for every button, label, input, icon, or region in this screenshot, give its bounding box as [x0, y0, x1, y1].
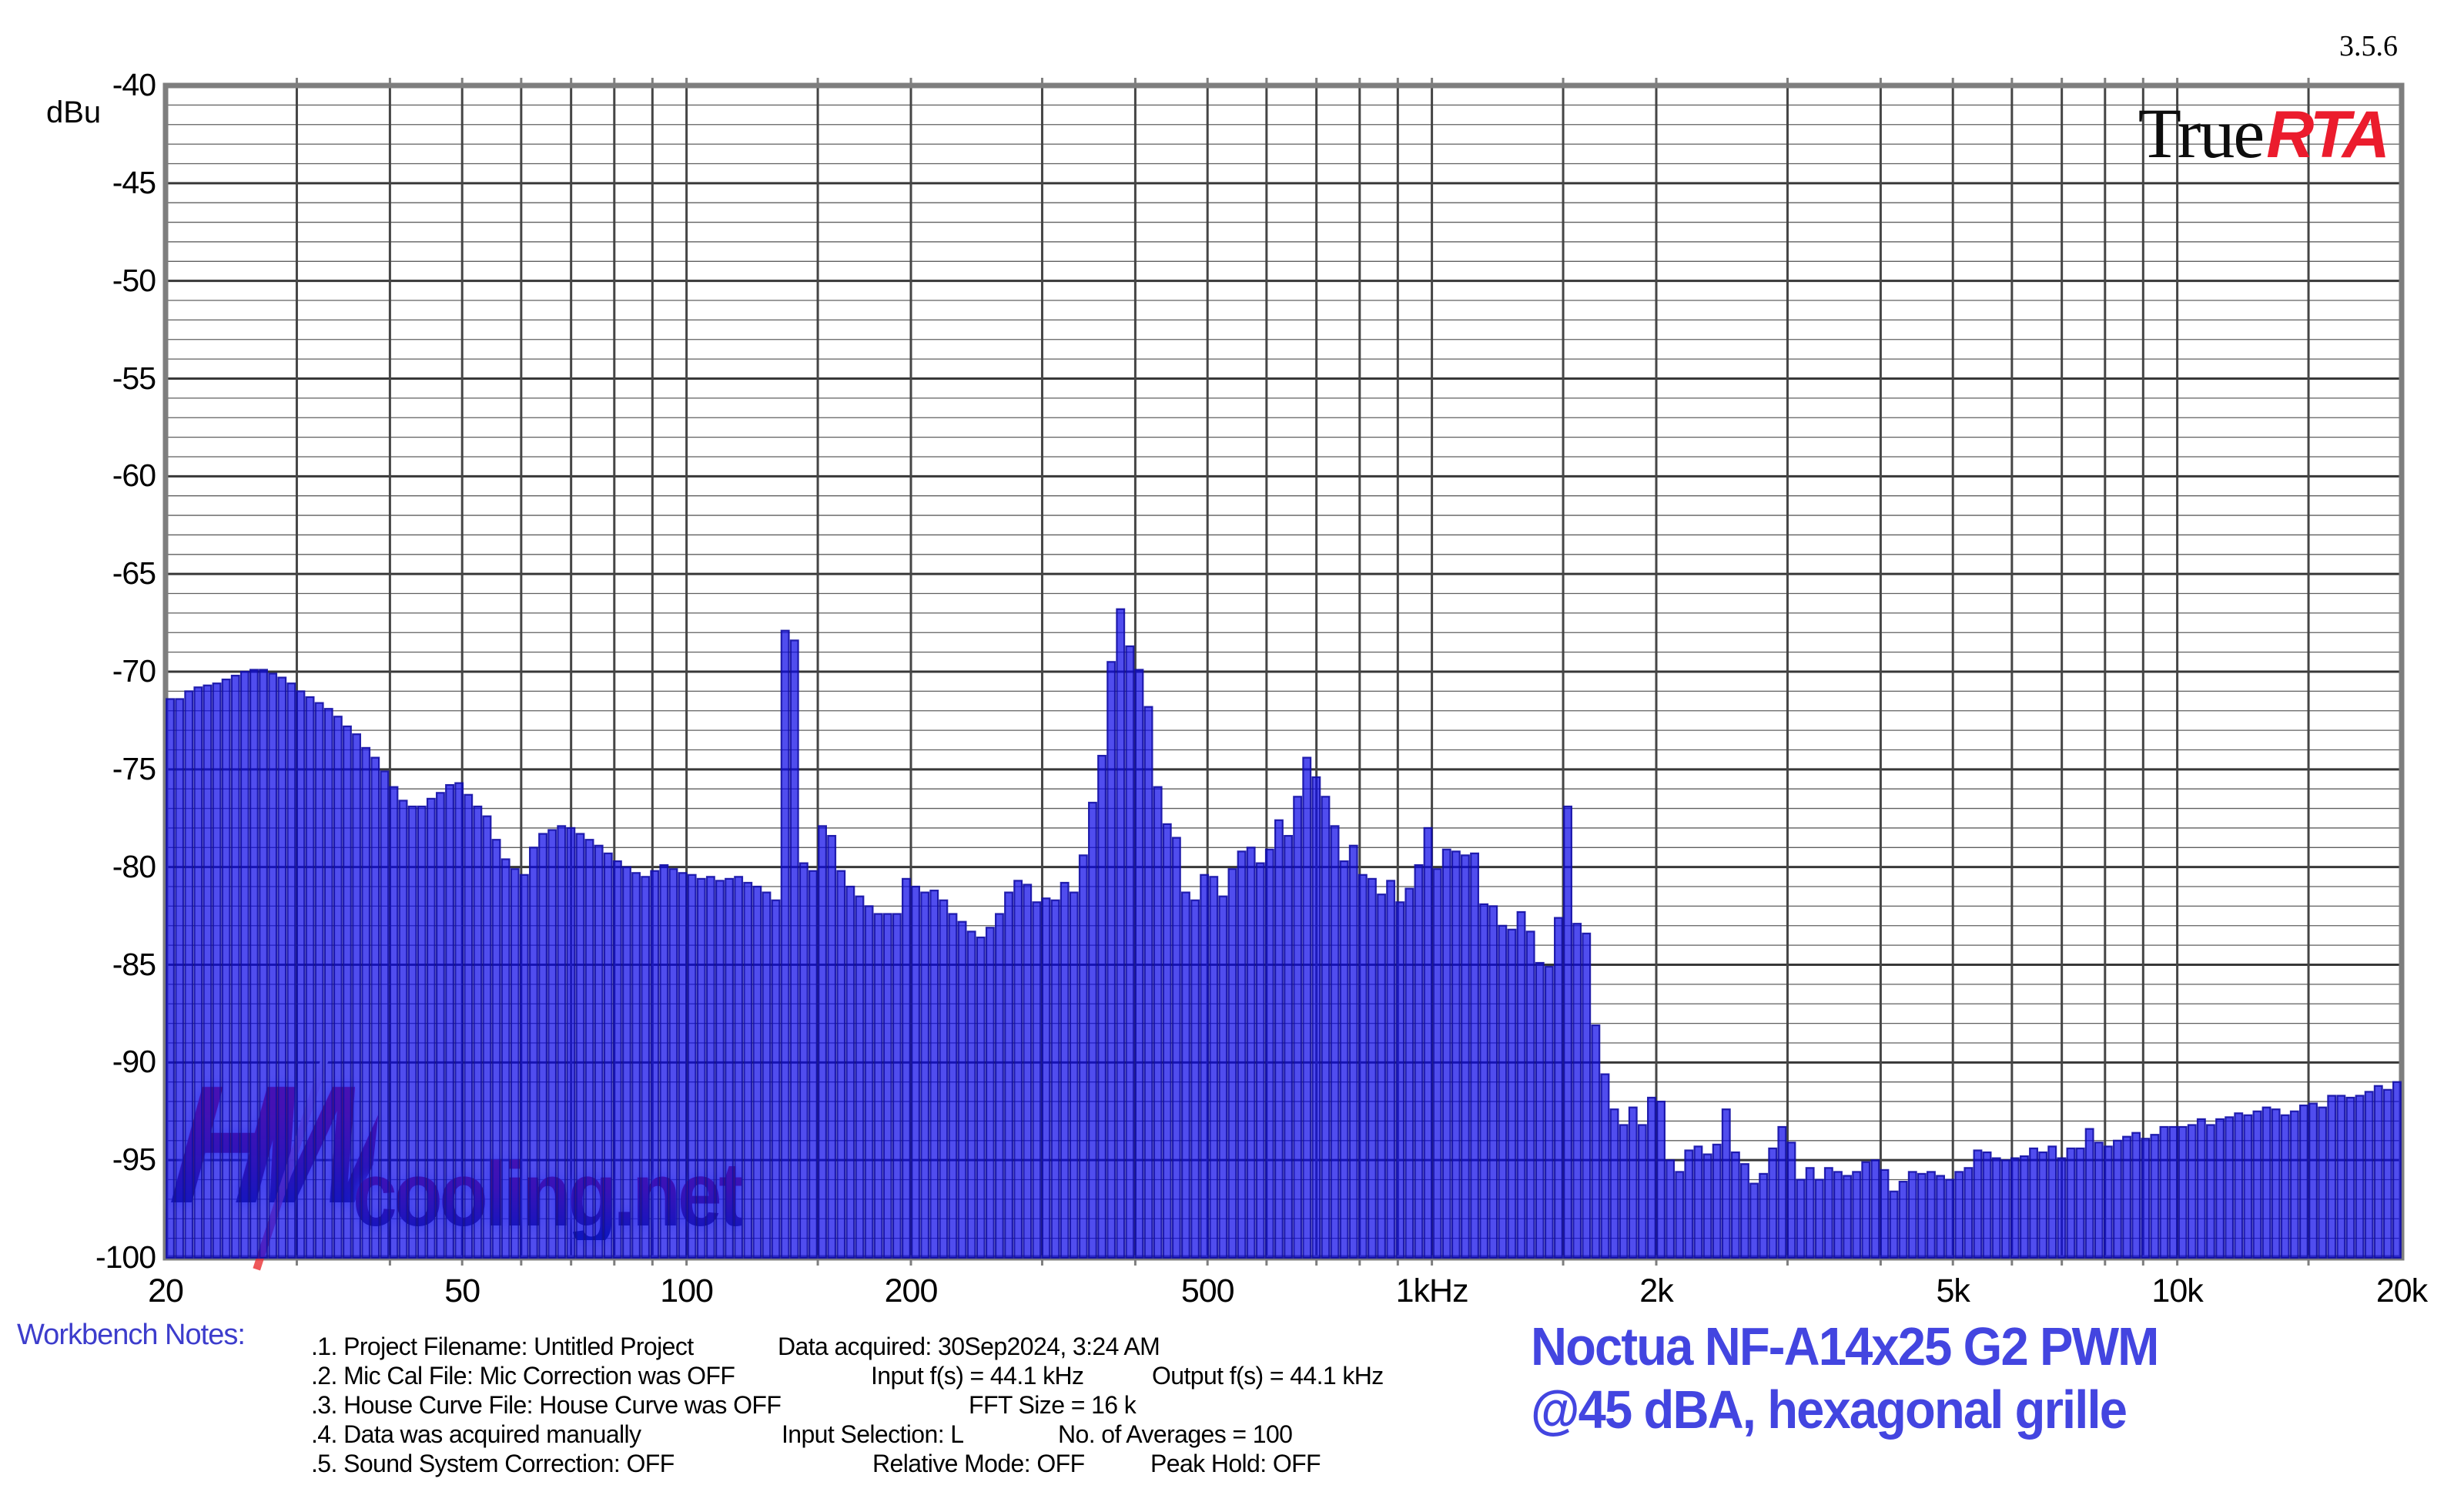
- y-tick-label: -65: [112, 555, 156, 592]
- x-tick-label: 10k: [2151, 1272, 2203, 1309]
- y-tick-label: -55: [112, 360, 156, 396]
- note-line-2c: Output f(s) = 44.1 kHz: [1152, 1362, 1384, 1390]
- x-tick-label: 1kHz: [1395, 1272, 1469, 1309]
- note-line-2a: .2. Mic Cal File: Mic Correction was OFF: [311, 1362, 735, 1390]
- y-tick-label: -60: [112, 458, 156, 494]
- note-line-4b: Input Selection: L: [782, 1420, 964, 1448]
- x-tick-label: 20: [148, 1272, 184, 1309]
- note-line-1b: Data acquired: 30Sep2024, 3:24 AM: [778, 1333, 1160, 1360]
- app-version: 3.5.6: [2339, 30, 2398, 62]
- x-tick-label: 2k: [1639, 1272, 1673, 1309]
- y-tick-label: -75: [112, 750, 156, 786]
- x-tick-label: 200: [884, 1272, 939, 1309]
- note-line-3b: FFT Size = 16 k: [969, 1391, 1137, 1419]
- note-line-2b: Input f(s) = 44.1 kHz: [871, 1362, 1084, 1390]
- y-tick-label: -50: [112, 262, 156, 298]
- x-tick-label: 50: [444, 1272, 480, 1309]
- x-tick-label: 5k: [1936, 1272, 1970, 1309]
- hwcooling-wordmark: cooling.net: [353, 1144, 745, 1246]
- y-tick-label: -85: [112, 946, 156, 982]
- note-line-1a: .1. Project Filename: Untitled Project: [311, 1333, 694, 1360]
- measurement-caption-line1: Noctua NF-A14x25 G2 PWM: [1531, 1316, 2159, 1376]
- note-line-4a: .4. Data was acquired manually: [311, 1420, 641, 1448]
- y-tick-label: -45: [112, 164, 156, 200]
- note-line-5c: Peak Hold: OFF: [1150, 1450, 1321, 1477]
- truerta-logo-true: True: [2138, 94, 2265, 173]
- x-tick-label: 20k: [2375, 1272, 2428, 1309]
- y-tick-label: -95: [112, 1142, 156, 1178]
- y-tick-label: -40: [112, 67, 156, 102]
- truerta-logo: TrueRTA: [2138, 92, 2390, 174]
- measurement-caption-line2: @45 dBA, hexagonal grille: [1531, 1380, 2128, 1440]
- y-tick-label: -90: [112, 1044, 156, 1080]
- x-tick-label: 500: [1180, 1272, 1235, 1309]
- y-tick-label: -100: [95, 1239, 156, 1275]
- note-line-5b: Relative Mode: OFF: [872, 1450, 1085, 1477]
- workbench-notes-heading: Workbench Notes:: [17, 1319, 246, 1351]
- y-tick-label: -80: [112, 848, 156, 884]
- y-tick-label: -70: [112, 653, 156, 689]
- note-line-5a: .5. Sound System Correction: OFF: [311, 1450, 675, 1477]
- x-tick-label: 100: [660, 1272, 714, 1309]
- note-line-4c: No. of Averages = 100: [1058, 1420, 1293, 1448]
- note-line-3a: .3. House Curve File: House Curve was OF…: [311, 1391, 782, 1419]
- y-axis-unit-label: dBu: [46, 96, 102, 129]
- truerta-logo-rta: RTA: [2266, 98, 2390, 172]
